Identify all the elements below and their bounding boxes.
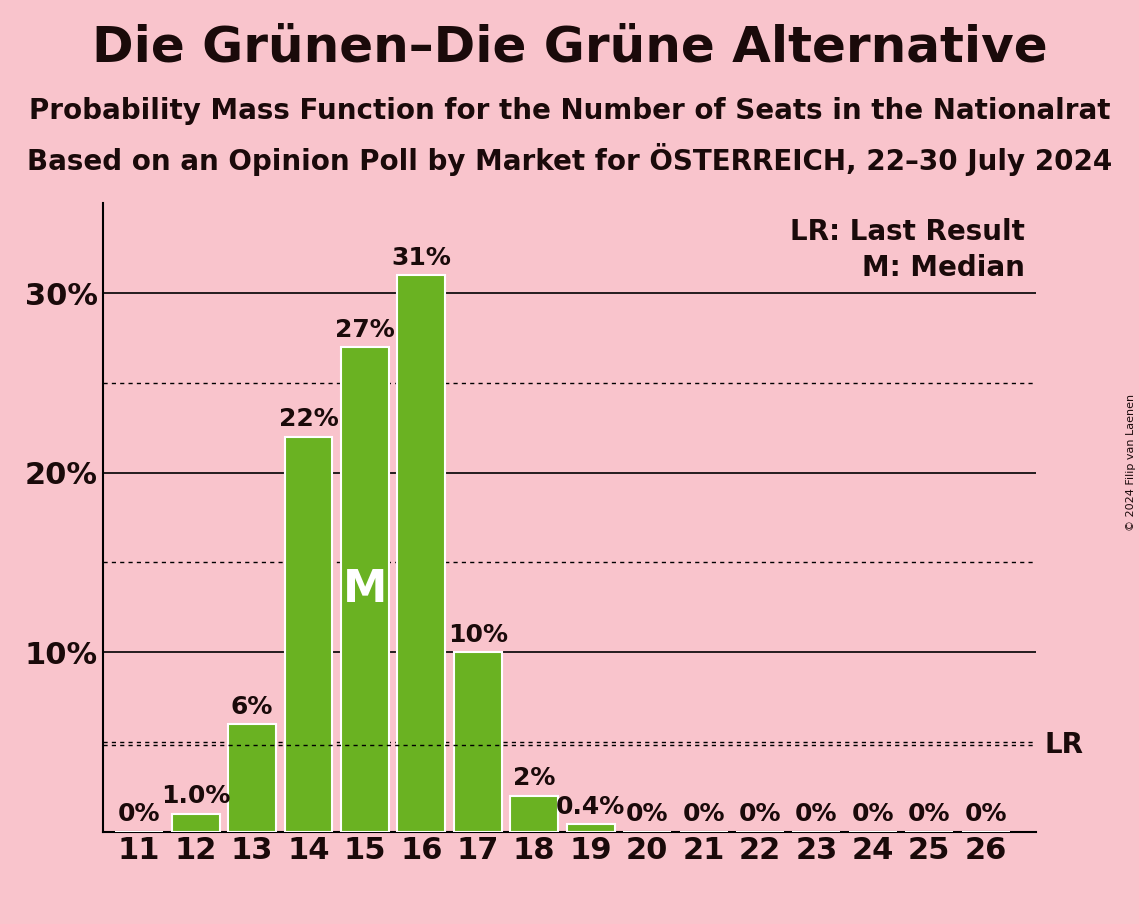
Text: 0%: 0% bbox=[908, 802, 951, 826]
Text: 0%: 0% bbox=[682, 802, 724, 826]
Bar bbox=[567, 824, 615, 832]
Bar bbox=[285, 437, 333, 832]
Text: 31%: 31% bbox=[392, 246, 451, 270]
Text: Probability Mass Function for the Number of Seats in the Nationalrat: Probability Mass Function for the Number… bbox=[28, 97, 1111, 125]
Text: Die Grünen–Die Grüne Alternative: Die Grünen–Die Grüne Alternative bbox=[91, 23, 1048, 71]
Text: 0%: 0% bbox=[795, 802, 837, 826]
Text: 6%: 6% bbox=[231, 695, 273, 719]
Text: 0.4%: 0.4% bbox=[556, 795, 625, 819]
Bar bbox=[510, 796, 558, 832]
Text: 27%: 27% bbox=[335, 318, 395, 342]
Text: 2%: 2% bbox=[513, 766, 556, 790]
Text: 1.0%: 1.0% bbox=[161, 784, 230, 808]
Text: 0%: 0% bbox=[852, 802, 894, 826]
Bar bbox=[172, 814, 220, 832]
Text: 0%: 0% bbox=[739, 802, 781, 826]
Text: Based on an Opinion Poll by Market for ÖSTERREICH, 22–30 July 2024: Based on an Opinion Poll by Market for Ö… bbox=[27, 143, 1112, 176]
Bar bbox=[453, 652, 502, 832]
Bar bbox=[398, 275, 445, 832]
Text: M: M bbox=[343, 567, 387, 611]
Text: 22%: 22% bbox=[279, 407, 338, 432]
Text: © 2024 Filip van Laenen: © 2024 Filip van Laenen bbox=[1125, 394, 1136, 530]
Text: LR: LR bbox=[1044, 732, 1084, 760]
Text: 0%: 0% bbox=[118, 802, 161, 826]
Text: 0%: 0% bbox=[625, 802, 669, 826]
Text: LR: Last Result: LR: Last Result bbox=[790, 218, 1025, 246]
Text: 10%: 10% bbox=[448, 623, 508, 647]
Bar bbox=[228, 723, 276, 832]
Text: M: Median: M: Median bbox=[862, 253, 1025, 282]
Bar bbox=[341, 346, 388, 832]
Text: 0%: 0% bbox=[965, 802, 1007, 826]
